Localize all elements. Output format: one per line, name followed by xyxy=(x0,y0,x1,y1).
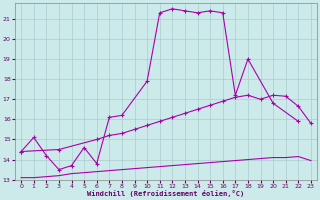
X-axis label: Windchill (Refroidissement éolien,°C): Windchill (Refroidissement éolien,°C) xyxy=(87,190,245,197)
